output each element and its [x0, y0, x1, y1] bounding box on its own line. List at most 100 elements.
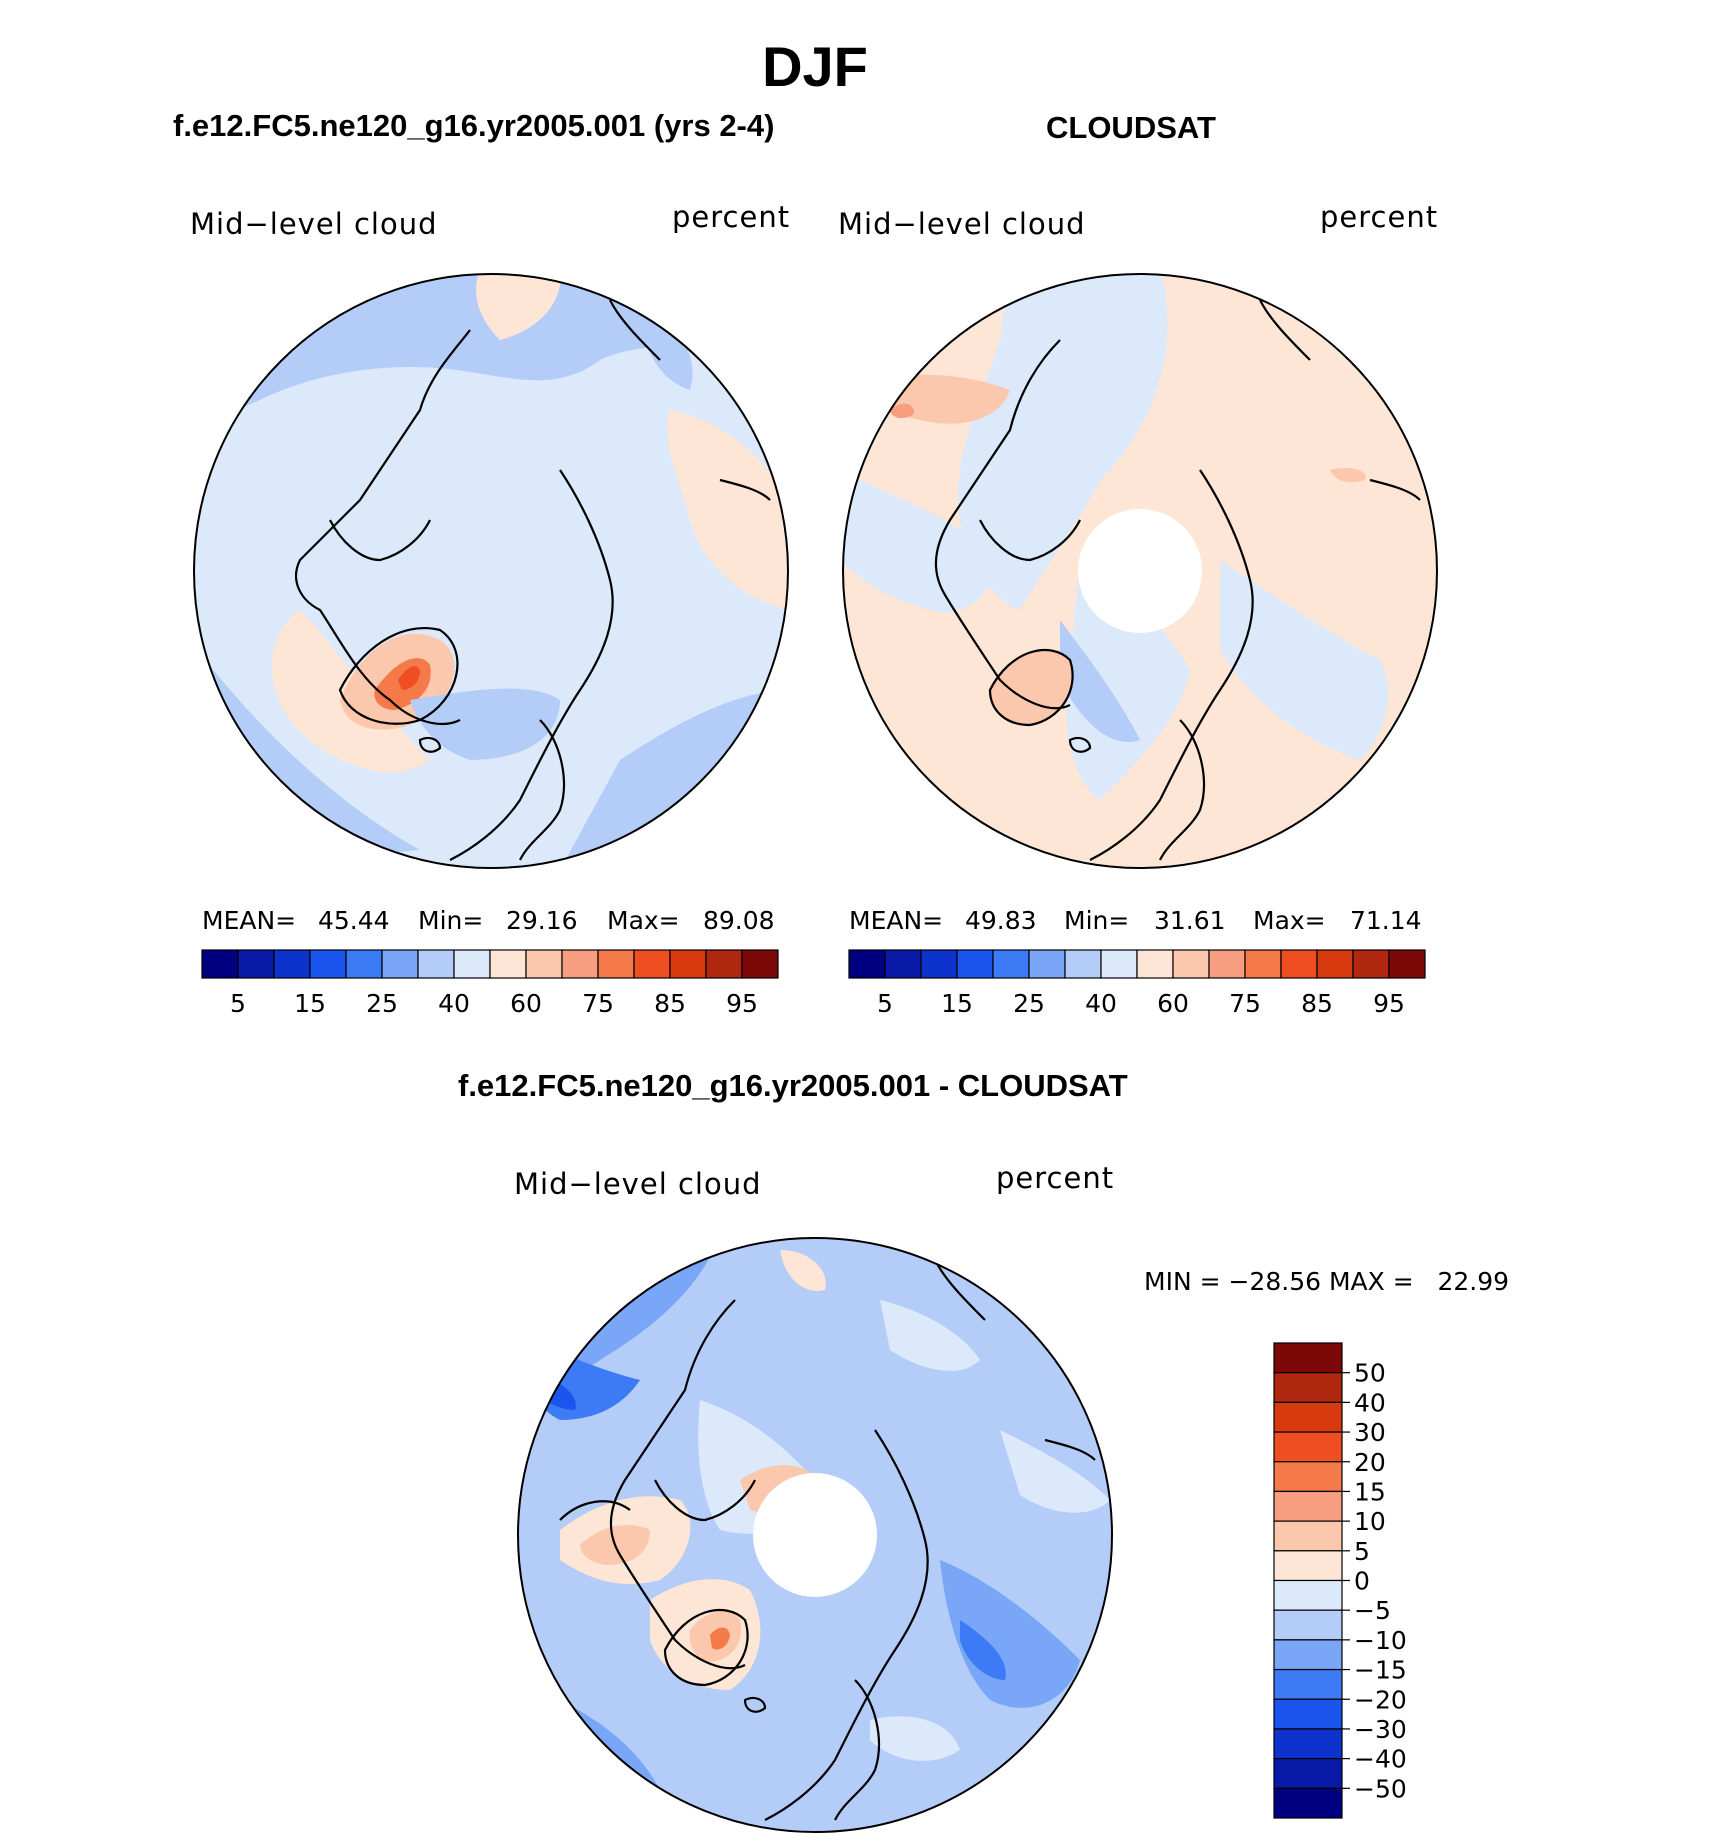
diff-missing-data-pole	[753, 1473, 877, 1597]
model-mean-value: 45.44	[318, 906, 390, 935]
diff-colorbar-label: −40	[1354, 1745, 1407, 1774]
diff-colorbar-label: 50	[1354, 1359, 1386, 1388]
obs-contour-fills	[843, 274, 1389, 800]
diff-colorbar-box	[1273, 1668, 1343, 1700]
model-colorbar-box	[633, 949, 671, 979]
model-units-label: percent	[672, 200, 791, 234]
obs-colorbar: 5 15 25 40 60 75 85 95	[848, 949, 1426, 1018]
obs-variable-label: Mid−level cloud	[838, 207, 1086, 241]
model-colorbar-box	[237, 949, 275, 979]
model-colorbar-box	[201, 949, 239, 979]
diff-colorbar-box	[1273, 1698, 1343, 1730]
model-max-label: Max=	[607, 906, 680, 935]
obs-min-label: Min=	[1064, 906, 1130, 935]
diff-colorbar-label: −15	[1354, 1656, 1407, 1685]
diff-colorbar-box	[1273, 1401, 1343, 1433]
model-colorbar-label: 85	[654, 989, 686, 1018]
model-polar-map	[193, 273, 789, 869]
model-colorbar: 5 15 25 40 60 75 85 95	[201, 949, 779, 1018]
obs-colorbar-label: 25	[1013, 989, 1045, 1018]
obs-colorbar-box	[1388, 949, 1426, 979]
diff-colorbar-label: −5	[1354, 1596, 1391, 1625]
model-colorbar-label: 75	[582, 989, 614, 1018]
diff-variable-label: Mid−level cloud	[514, 1167, 762, 1201]
model-mean-label: MEAN=	[202, 906, 297, 935]
diff-colorbar-box	[1273, 1609, 1343, 1641]
obs-colorbar-box	[1136, 949, 1174, 979]
obs-colorbar-box	[1352, 949, 1390, 979]
obs-coastlines	[934, 299, 1421, 861]
model-colorbar-box	[273, 949, 311, 979]
diff-coastlines	[559, 1259, 1096, 1821]
obs-colorbar-label: 60	[1157, 989, 1189, 1018]
obs-colorbar-label: 85	[1301, 989, 1333, 1018]
diff-colorbar-label: 20	[1354, 1448, 1386, 1477]
obs-colorbar-box	[1280, 949, 1318, 979]
obs-colorbar-box	[1316, 949, 1354, 979]
model-colorbar-box	[669, 949, 707, 979]
figure-title: DJF	[762, 35, 868, 98]
diff-colorbar-box	[1273, 1461, 1343, 1493]
model-colorbar-box	[453, 949, 491, 979]
obs-colorbar-box	[920, 949, 958, 979]
diff-colorbar-label: −30	[1354, 1715, 1407, 1744]
model-min-value: 29.16	[506, 906, 578, 935]
model-colorbar-label: 15	[294, 989, 326, 1018]
obs-colorbar-label: 5	[877, 989, 893, 1018]
obs-colorbar-label: 15	[941, 989, 973, 1018]
diff-colorbar-box	[1273, 1490, 1343, 1522]
obs-mean-value: 49.83	[965, 906, 1037, 935]
diff-colorbar-box	[1273, 1758, 1343, 1789]
obs-colorbar-label: 75	[1229, 989, 1261, 1018]
model-min-label: Min=	[418, 906, 484, 935]
obs-colorbar-box	[1172, 949, 1210, 979]
model-panel-title: f.e12.FC5.ne120_g16.yr2005.001 (yrs 2-4)	[173, 108, 775, 143]
model-max-value: 89.08	[703, 906, 775, 935]
model-colorbar-label: 40	[438, 989, 470, 1018]
diff-colorbar-label: 40	[1354, 1388, 1386, 1417]
diff-colorbar-label: 15	[1354, 1477, 1386, 1506]
diff-colorbar-label: −10	[1354, 1626, 1407, 1655]
diff-minmax-text: MIN = −28.56 MAX = 22.99	[1144, 1267, 1510, 1296]
obs-colorbar-box	[1208, 949, 1246, 979]
obs-colorbar-box	[992, 949, 1030, 979]
diff-colorbar-box	[1273, 1787, 1343, 1819]
obs-colorbar-box	[1244, 949, 1282, 979]
model-map-boundary	[193, 273, 789, 869]
obs-colorbar-box	[1028, 949, 1066, 979]
obs-colorbar-box	[848, 949, 886, 979]
obs-max-label: Max=	[1253, 906, 1326, 935]
obs-colorbar-box	[956, 949, 994, 979]
diff-colorbar-box	[1273, 1342, 1343, 1374]
obs-map-boundary	[842, 273, 1438, 869]
diff-colorbar-box	[1273, 1728, 1343, 1760]
diff-colorbar-label: 30	[1354, 1418, 1386, 1447]
model-colorbar-box	[705, 949, 743, 979]
obs-colorbar-box	[1064, 949, 1102, 979]
model-coastlines	[295, 299, 771, 861]
diff-colorbar-label: 10	[1354, 1507, 1386, 1536]
obs-max-value: 71.14	[1350, 906, 1422, 935]
model-colorbar-label: 95	[726, 989, 758, 1018]
model-colorbar-box	[417, 949, 455, 979]
diff-colorbar-box	[1273, 1579, 1343, 1611]
model-colorbar-box	[597, 949, 635, 979]
diff-colorbar-box	[1273, 1520, 1343, 1552]
model-colorbar-box	[381, 949, 419, 979]
obs-panel-title: CLOUDSAT	[1046, 110, 1216, 145]
diff-units-label: percent	[996, 1161, 1115, 1195]
obs-polar-map	[842, 273, 1438, 869]
diff-colorbar-label: 0	[1354, 1567, 1370, 1596]
obs-colorbar-box	[884, 949, 922, 979]
diff-colorbar-label: −20	[1354, 1685, 1407, 1714]
obs-min-value: 31.61	[1154, 906, 1226, 935]
model-colorbar-box	[345, 949, 383, 979]
model-colorbar-label: 25	[366, 989, 398, 1018]
diff-colorbar-box	[1273, 1372, 1343, 1403]
model-colorbar-box	[525, 949, 563, 979]
obs-colorbar-label: 40	[1085, 989, 1117, 1018]
model-colorbar-label: 5	[230, 989, 246, 1018]
model-colorbar-label: 60	[510, 989, 542, 1018]
